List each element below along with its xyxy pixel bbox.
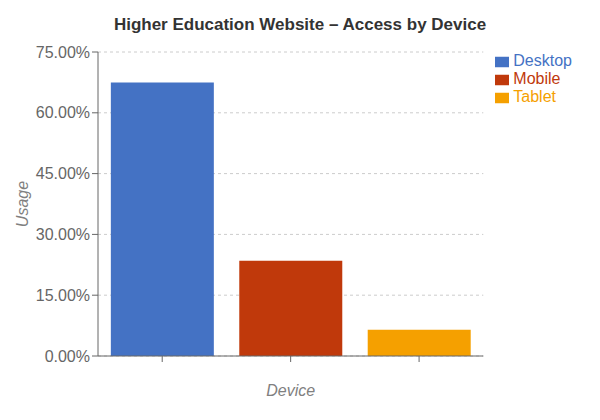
svg-text:45.00%: 45.00% (36, 165, 90, 182)
html-text:Higher Education Website – Acc: Higher Education Website – Access by Dev… (113, 15, 487, 34)
svg-text:30.00%: 30.00% (36, 226, 90, 243)
svg-text:60.00%: 60.00% (36, 104, 90, 121)
html-text:Tablet: Tablet (513, 88, 556, 105)
html-text:Mobile: Mobile (513, 70, 561, 87)
svg-text:Device: Device (266, 382, 315, 399)
svg-text:15.00%: 15.00% (36, 287, 90, 304)
html-text:Desktop: Desktop (513, 52, 572, 69)
svg-text:75.00%: 75.00% (36, 44, 90, 61)
svg-text:Usage: Usage (14, 181, 31, 227)
svg-text:0.00%: 0.00% (45, 348, 90, 365)
